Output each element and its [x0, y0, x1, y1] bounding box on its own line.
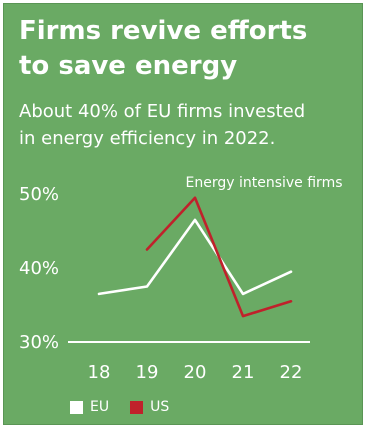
legend-swatch-eu: [70, 400, 83, 414]
legend-item-eu: EU: [70, 398, 109, 416]
x-tick-label: 22: [280, 362, 303, 383]
legend-label-us: US: [150, 399, 170, 415]
y-axis: 50% 40% 30%: [19, 184, 310, 353]
line-chart: Energy intensive firms 50% 40% 30% 18 19 20 2…: [19, 175, 343, 383]
series-line-us: [145, 196, 293, 318]
chart-subtitle: About 40% of EU firms invested in energy…: [19, 101, 306, 149]
legend-item-us: US: [130, 398, 169, 416]
x-axis: 18 19 20 21 22: [88, 362, 303, 383]
x-tick-label: 21: [232, 362, 255, 383]
legend-label-eu: EU: [90, 399, 110, 415]
series-line-eu: [97, 218, 293, 296]
chart-card: Firms revive efforts to save energy Abou…: [3, 3, 363, 425]
y-tick-label: 30%: [19, 332, 59, 353]
x-tick-label: 19: [136, 362, 159, 383]
chart-title: Firms revive efforts to save energy: [19, 16, 308, 81]
y-tick-label: 40%: [19, 258, 59, 279]
x-tick-label: 20: [184, 362, 207, 383]
legend-swatch-us: [130, 400, 144, 414]
legend: EU US: [70, 398, 190, 416]
y-tick-label: 50%: [19, 184, 59, 205]
series-layer: [97, 196, 293, 318]
x-tick-label: 18: [88, 362, 111, 383]
chart-annotation: Energy intensive firms: [186, 175, 343, 191]
